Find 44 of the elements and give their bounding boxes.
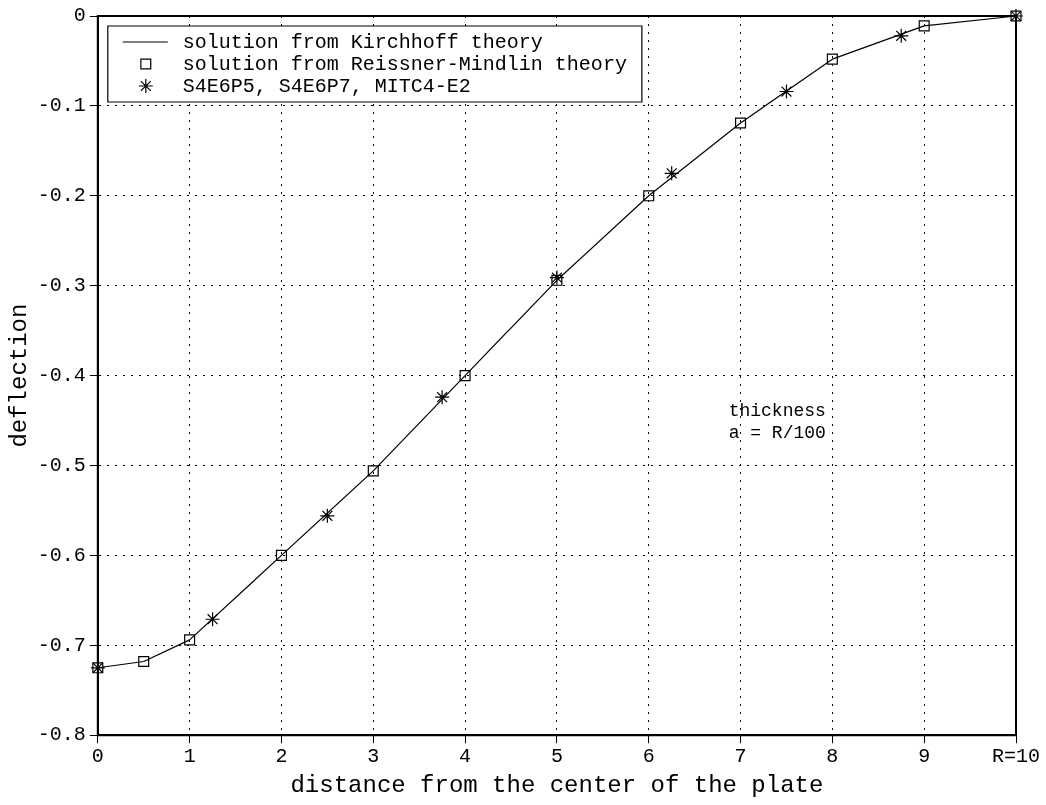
point (275, 549, 287, 561)
x-tick-label: 1 (183, 745, 196, 769)
point (826, 53, 838, 65)
y-tick-label: 0 (73, 4, 86, 28)
point (551, 274, 563, 286)
x-tick-label: 8 (826, 745, 839, 769)
y-tick-label: -0.8 (37, 723, 86, 747)
legend-label: solution from Reissner-Mindlin theory (182, 53, 627, 77)
y-tick-label: -0.5 (37, 453, 86, 477)
x-tick-label: 0 (91, 745, 104, 769)
y-tick-label: -0.7 (37, 633, 86, 657)
x-axis-title: distance from the center of the plate (290, 771, 824, 799)
legend-label: S4E6P5, S4E6P7, MITC4-E2 (182, 75, 471, 99)
x-tick-label: 2 (275, 745, 288, 769)
y-tick-label: -0.3 (37, 274, 86, 297)
point (138, 655, 150, 668)
point (367, 465, 379, 477)
point (549, 270, 565, 286)
y-tick-label: -0.2 (37, 184, 86, 208)
point (778, 83, 795, 100)
point (918, 20, 930, 32)
y-tick-label: -0.1 (37, 94, 86, 118)
point (319, 508, 335, 524)
point (184, 634, 196, 646)
x-tick-label: 5 (550, 745, 563, 769)
legend-label: solution from Kirchhoff theory (182, 31, 543, 55)
x-tick-label: 9 (918, 745, 931, 769)
x-tick-label: 6 (642, 745, 655, 769)
x-tick-label: 3 (367, 745, 380, 769)
x-tick-label: 7 (734, 745, 747, 769)
point (893, 28, 909, 44)
point (459, 370, 471, 382)
point (434, 389, 450, 405)
point (643, 190, 655, 202)
y-axis-title: deflection (5, 303, 33, 448)
y-tick-label: -0.4 (37, 363, 86, 387)
x-tick-label: R=10 (991, 745, 1041, 769)
point (204, 611, 221, 627)
point (664, 165, 680, 181)
point (734, 117, 747, 129)
annotation: a = R/100 (728, 423, 826, 444)
annotation: thickness (728, 401, 826, 422)
y-tick-label: -0.6 (37, 543, 86, 567)
x-tick-label: 4 (459, 745, 472, 769)
